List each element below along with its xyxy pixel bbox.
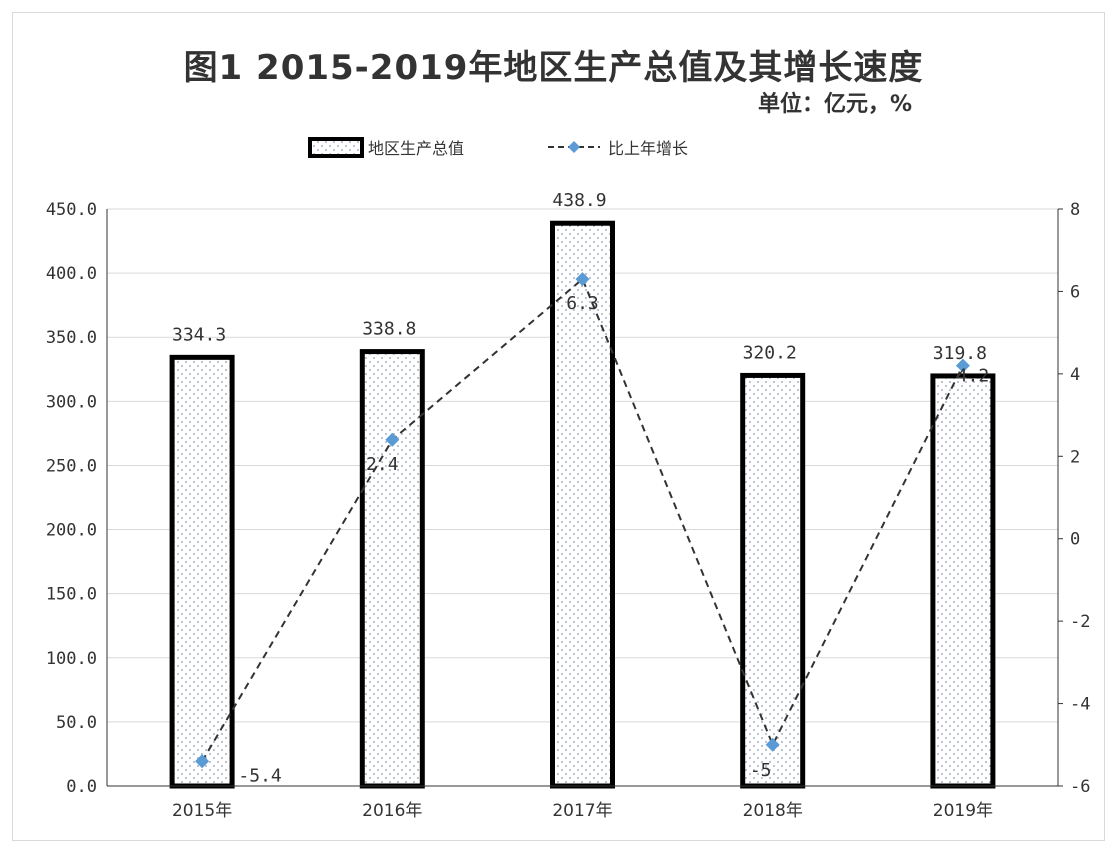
y-left-tick-label: 250.0 [46, 456, 97, 476]
y-left-tick-label: 300.0 [46, 392, 97, 412]
bar-value-label: 438.9 [552, 190, 606, 211]
growth-marker [955, 358, 970, 373]
x-tick-label: 2015年 [172, 801, 232, 821]
y-left-tick-label: 400.0 [46, 264, 97, 284]
line-value-label: 4.2 [957, 366, 990, 387]
legend-label-line: 比上年增长 [608, 139, 688, 158]
bar-gdp [169, 354, 235, 789]
bar-gdp [550, 220, 615, 789]
y-right-tick-label: -2 [1070, 612, 1090, 632]
line-value-label: 2.4 [366, 454, 399, 475]
y-right-tick-label: -6 [1070, 777, 1090, 797]
y-left-tick-label: 350.0 [46, 328, 97, 348]
growth-marker [765, 737, 780, 752]
legend-label-bar: 地区生产总值 [368, 139, 464, 158]
y-left-tick-label: 450.0 [46, 200, 97, 220]
axes: 0.0 50.0 100.0 150.0 200.0 250.0 300.0 350.0 400… [46, 200, 1091, 821]
legend-swatch-marker [568, 141, 580, 153]
chart-unit-label: 单位：亿元，% [757, 92, 912, 117]
growth-marker [385, 432, 400, 447]
bar-value-label: 338.8 [362, 319, 416, 340]
chart-title: 图1 2015-2019年地区生产总值及其增长速度 [183, 48, 924, 88]
line-value-label: -5.4 [238, 765, 281, 786]
y-right-tick-label: 8 [1070, 200, 1080, 220]
chart-frame [12, 12, 1105, 841]
y-right-tick-label: 0 [1070, 530, 1080, 550]
data-labels: 334.3 338.8 438.9 320.2 319.8 -5.4 2.4 6.3 -5 4.2 [172, 190, 989, 786]
growth-line-series [195, 272, 970, 769]
bar-value-label: 334.3 [172, 324, 226, 345]
x-tick-label: 2018年 [743, 801, 803, 821]
legend-swatch-bar [308, 137, 364, 158]
y-left-tick-label: 150.0 [46, 585, 97, 605]
y-right-tick-label: -4 [1070, 695, 1090, 715]
y-left-tick-label: 0.0 [66, 777, 97, 797]
legend: 地区生产总值 比上年增长 [308, 137, 688, 158]
bar-gdp [740, 372, 806, 789]
bar-gdp [930, 373, 996, 789]
y-right-tick-label: 2 [1070, 447, 1080, 467]
bar-gdp [359, 349, 425, 789]
y-right-tick-label: 6 [1070, 282, 1080, 302]
line-value-label: -5 [750, 760, 772, 781]
line-value-label: 6.3 [566, 293, 599, 314]
bar-value-label: 320.2 [743, 342, 797, 363]
growth-marker [195, 754, 210, 769]
y-right-tick-label: 4 [1070, 365, 1080, 385]
bars [169, 220, 996, 789]
x-tick-label: 2017年 [552, 801, 612, 821]
bar-value-label: 319.8 [933, 343, 987, 364]
y-left-tick-label: 50.0 [56, 713, 97, 733]
y-left-tick-label: 200.0 [46, 521, 97, 541]
x-tick-label: 2016年 [362, 801, 422, 821]
y-left-tick-label: 100.0 [46, 649, 97, 669]
growth-marker [575, 272, 590, 287]
x-tick-label: 2019年 [933, 801, 993, 821]
